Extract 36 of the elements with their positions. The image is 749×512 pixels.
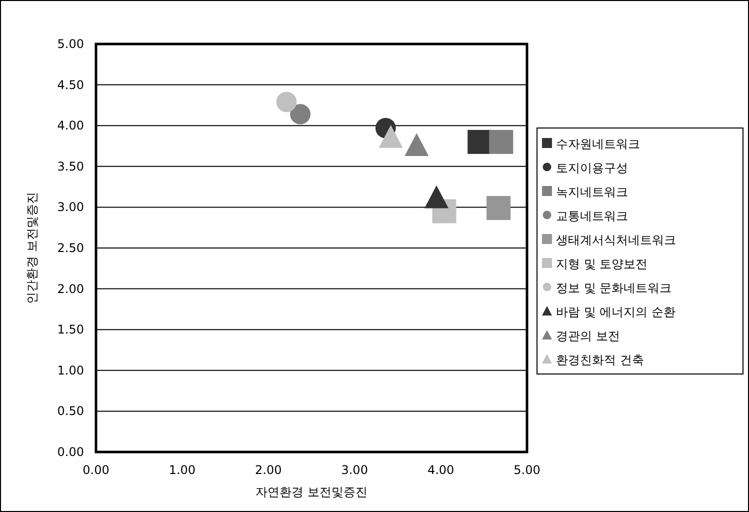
point bbox=[276, 92, 297, 112]
legend-label: 교통네트워크 bbox=[556, 209, 628, 223]
point bbox=[424, 185, 448, 208]
y-tick-label: 2.00 bbox=[57, 282, 84, 296]
x-tick-label: 5.00 bbox=[514, 463, 540, 477]
point bbox=[489, 130, 514, 154]
y-tick-label: 4.00 bbox=[57, 118, 84, 133]
legend-label: 토지이용구성 bbox=[556, 161, 628, 175]
x-axis-title: 자연환경 보전및증진 bbox=[256, 485, 368, 499]
legend-label: 녹지네트워크 bbox=[556, 185, 628, 199]
legend-label: 생태계서식처네트워크 bbox=[556, 233, 676, 247]
y-tick-label: 0.50 bbox=[57, 404, 84, 418]
y-tick-label: 2.50 bbox=[57, 241, 84, 255]
x-tick-label: 1.00 bbox=[168, 463, 196, 477]
y-tick-label: 3.00 bbox=[57, 200, 84, 214]
y-axis-title: 인간환경 보전및증진 bbox=[25, 192, 39, 304]
legend-label: 지형 및 토양보전 bbox=[556, 257, 648, 271]
x-tick-label: 0.00 bbox=[82, 463, 110, 477]
y-tick-label: 0.00 bbox=[57, 445, 84, 459]
x-tick-label: 2.00 bbox=[255, 463, 282, 477]
legend-label: 정보 및 문화네트워크 bbox=[556, 281, 672, 295]
x-tick-label: 4.00 bbox=[427, 463, 454, 477]
legend-label: 환경친화적 건축 bbox=[556, 353, 644, 367]
point bbox=[290, 104, 310, 124]
point bbox=[486, 196, 511, 220]
legend-label: 수자원네트워크 bbox=[556, 137, 640, 151]
y-tick-label: 3.50 bbox=[57, 159, 84, 174]
point bbox=[404, 133, 429, 156]
y-tick-label: 5.00 bbox=[57, 37, 84, 51]
legend-label: 바람 및 에너지의 순환 bbox=[556, 305, 676, 319]
y-tick-label: 1.50 bbox=[57, 322, 84, 337]
point bbox=[378, 125, 403, 148]
y-tick-label: 1.00 bbox=[57, 363, 84, 378]
x-tick-label: 3.00 bbox=[341, 463, 368, 477]
legend-label: 경관의 보전 bbox=[556, 329, 620, 343]
y-tick-label: 4.50 bbox=[57, 78, 84, 92]
